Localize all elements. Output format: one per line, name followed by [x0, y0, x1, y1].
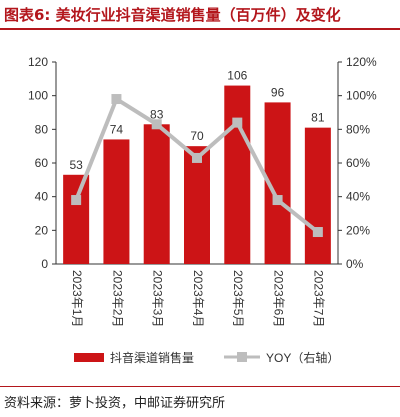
- bar: [224, 85, 251, 264]
- left-tick-label: 100: [28, 89, 48, 103]
- yoy-point: [192, 152, 202, 163]
- bar: [143, 124, 170, 265]
- left-tick-label: 20: [35, 223, 49, 237]
- left-tick-label: 60: [35, 156, 49, 170]
- right-tick-label: 60%: [346, 156, 370, 170]
- legend: 抖音渠道销售量 YOY（右轴）: [74, 350, 339, 365]
- x-tick-label: 2023年3月: [151, 270, 165, 327]
- x-tick-label: 2023年1月: [70, 270, 84, 327]
- yoy-point: [232, 117, 243, 128]
- left-tick-label: 0: [41, 257, 48, 271]
- legend-bar-swatch: [74, 353, 104, 362]
- x-tick-label: 2023年7月: [312, 270, 326, 327]
- legend-line-marker: [237, 352, 247, 362]
- legend-line-label: YOY（右轴）: [266, 350, 339, 365]
- bar-value-label: 53: [69, 158, 83, 172]
- chart-title: 图表6: 美妆行业抖音渠道销售量（百万件）及变化: [4, 4, 396, 26]
- x-axis-labels: 2023年1月 2023年2月 2023年3月 2023年4月 2023年5月 2023年…: [70, 270, 326, 327]
- x-tick-label: 2023年6月: [271, 270, 285, 327]
- bar: [304, 127, 331, 265]
- bar-value-label: 96: [271, 85, 285, 99]
- chart: 0 20 40 60 80 100 120 0% 20% 40% 60% 80% 100% 120% 5…: [28, 55, 377, 365]
- yoy-line: [71, 94, 323, 238]
- bar-value-label: 74: [110, 122, 124, 136]
- x-tick-label: 2023年4月: [191, 270, 205, 327]
- right-tick-label: 100%: [346, 89, 377, 103]
- yoy-point: [111, 94, 122, 105]
- left-tick-label: 40: [35, 190, 49, 204]
- bar-value-label: 83: [150, 107, 164, 121]
- yoy-point: [272, 195, 283, 206]
- bar: [63, 174, 90, 264]
- bar-labels: 53 74 83 70 106 96 81: [69, 69, 324, 172]
- title-rule: [0, 28, 400, 30]
- source-rule: [0, 386, 400, 387]
- right-tick-label: 120%: [346, 55, 377, 69]
- legend-bar-label: 抖音渠道销售量: [110, 350, 194, 365]
- yoy-point: [71, 195, 82, 206]
- bars: [63, 85, 331, 265]
- right-tick-label: 0%: [346, 257, 364, 271]
- right-tick-label: 20%: [346, 223, 370, 237]
- bar: [103, 139, 130, 264]
- figure-title: 美妆行业抖音渠道销售量（百万件）及变化: [55, 6, 341, 24]
- right-tick-label: 80%: [346, 122, 370, 136]
- left-tick-label: 80: [35, 122, 49, 136]
- bar-value-label: 70: [190, 129, 204, 143]
- bar: [184, 146, 210, 264]
- x-tick-label: 2023年2月: [110, 270, 124, 327]
- source-note: 资料来源：萝卜投资，中邮证券研究所: [4, 396, 226, 411]
- bar-value-label: 81: [311, 111, 325, 125]
- right-axis: 0% 20% 40% 60% 80% 100% 120%: [337, 55, 377, 271]
- right-tick-label: 40%: [346, 190, 370, 204]
- bar-value-label: 106: [227, 69, 247, 83]
- yoy-point: [151, 119, 162, 130]
- x-tick-label: 2023年5月: [231, 270, 245, 327]
- left-axis: 0 20 40 60 80 100 120: [28, 55, 338, 271]
- yoy-point: [312, 227, 323, 238]
- left-tick-label: 120: [28, 55, 48, 69]
- figure-label: 图表6:: [4, 6, 51, 24]
